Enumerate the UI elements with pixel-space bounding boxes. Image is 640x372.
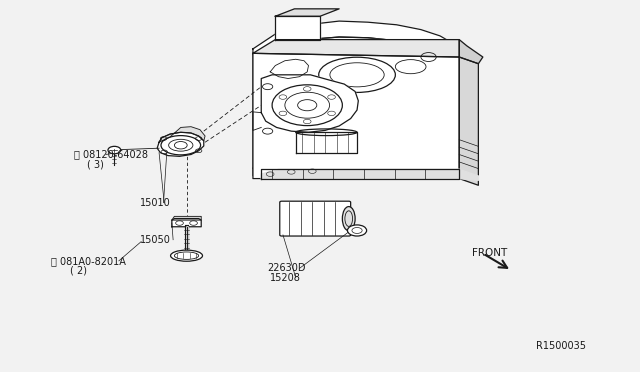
- Polygon shape: [253, 53, 460, 179]
- Text: ( 2): ( 2): [70, 266, 86, 276]
- Text: 22630D: 22630D: [268, 263, 306, 273]
- Polygon shape: [460, 57, 478, 185]
- Text: 15050: 15050: [140, 235, 171, 245]
- Text: ( 3): ( 3): [87, 160, 104, 170]
- Circle shape: [348, 225, 367, 236]
- Text: R1500035: R1500035: [536, 341, 586, 351]
- Polygon shape: [261, 169, 478, 180]
- Polygon shape: [172, 219, 201, 227]
- Polygon shape: [172, 217, 201, 220]
- Text: Ⓑ 08120-64028: Ⓑ 08120-64028: [74, 150, 148, 160]
- Polygon shape: [275, 16, 320, 39]
- Polygon shape: [159, 127, 205, 142]
- Polygon shape: [253, 21, 460, 58]
- Ellipse shape: [171, 250, 202, 261]
- Polygon shape: [261, 169, 460, 179]
- Circle shape: [279, 95, 287, 99]
- Polygon shape: [460, 39, 483, 64]
- Polygon shape: [261, 75, 358, 132]
- Polygon shape: [157, 132, 204, 156]
- Text: 15010: 15010: [140, 198, 171, 208]
- Circle shape: [328, 95, 335, 99]
- Text: FRONT: FRONT: [472, 248, 508, 259]
- Circle shape: [279, 111, 287, 116]
- Circle shape: [303, 119, 311, 124]
- Polygon shape: [253, 39, 460, 57]
- Text: Ⓑ 081A0-8201A: Ⓑ 081A0-8201A: [51, 256, 125, 266]
- Polygon shape: [270, 59, 308, 78]
- Polygon shape: [296, 132, 357, 153]
- Circle shape: [328, 111, 335, 116]
- FancyBboxPatch shape: [280, 201, 351, 236]
- Circle shape: [108, 146, 121, 154]
- Circle shape: [303, 87, 311, 91]
- Polygon shape: [253, 151, 460, 179]
- Ellipse shape: [342, 206, 355, 231]
- Polygon shape: [275, 9, 339, 16]
- Polygon shape: [253, 37, 460, 172]
- Text: 15208: 15208: [270, 273, 301, 283]
